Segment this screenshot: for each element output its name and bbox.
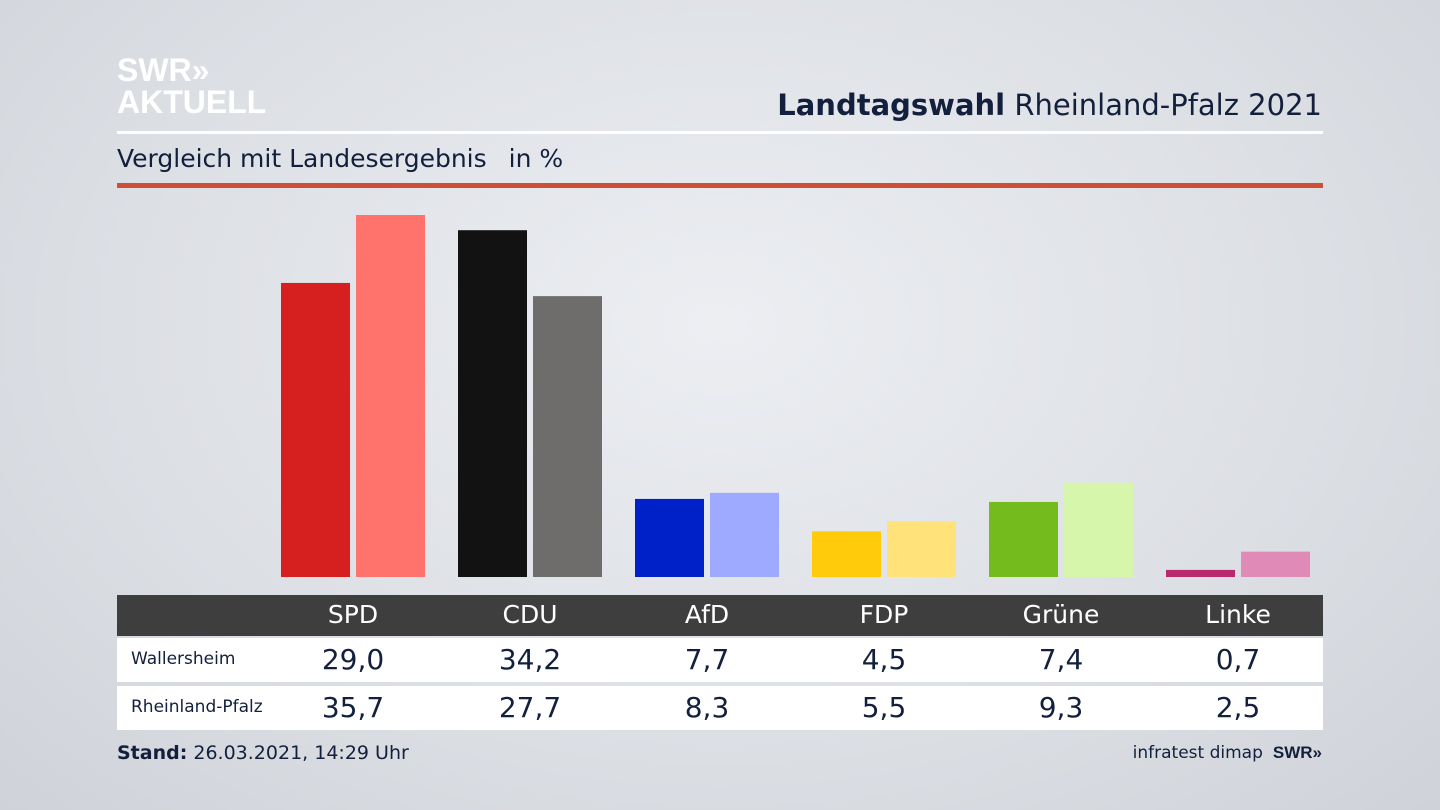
bar-afd-wallersheim	[635, 498, 704, 577]
bar-fdp-rlp	[887, 521, 956, 577]
column-header: Grüne	[1022, 600, 1100, 629]
chart-title: Landtagswahl Rheinland-Pfalz 2021	[777, 88, 1322, 122]
value-cell: 27,7	[498, 691, 562, 724]
bar-gruene-wallersheim	[989, 501, 1058, 577]
bar-spd-wallersheim	[281, 282, 350, 577]
value-cell: 9,3	[1038, 691, 1084, 724]
logo-line1: SWR»	[117, 52, 210, 88]
divider	[117, 131, 1323, 134]
subtitle-text: Vergleich mit Landesergebnis	[117, 144, 487, 173]
bar-afd-rlp	[710, 492, 779, 577]
value-cell: 8,3	[684, 691, 730, 724]
value-cell: 7,4	[1038, 643, 1084, 676]
unit-label: in %	[508, 144, 564, 173]
value-cell: 0,7	[1215, 643, 1261, 676]
bar-fdp-wallersheim	[812, 531, 881, 577]
table-header: SPD CDU AfD FDP Grüne Linke	[117, 595, 1323, 636]
subtitle: Vergleich mit Landesergebnis in %	[117, 144, 563, 173]
bar-linke-wallersheim	[1166, 569, 1235, 577]
bar-cdu-wallersheim	[458, 230, 527, 577]
swr-aktuell-logo: SWR» AKTUELL	[117, 54, 266, 118]
bar-spd-rlp	[356, 215, 425, 577]
accent-divider	[117, 183, 1323, 188]
column-header: CDU	[502, 600, 558, 629]
source: infratest dimap SWR»	[1133, 743, 1322, 763]
row-label: Rheinland-Pfalz	[131, 697, 263, 717]
value-cell: 35,7	[321, 691, 385, 724]
table-row: Rheinland-Pfalz 35,7 27,7 8,3 5,5 9,3 2,5	[117, 686, 1323, 730]
value-cell: 5,5	[861, 691, 907, 724]
title-bold: Landtagswahl	[777, 88, 1006, 122]
value-cell: 7,7	[684, 643, 730, 676]
title-rest: Rheinland-Pfalz 2021	[1014, 88, 1322, 122]
value-cell: 4,5	[861, 643, 907, 676]
bar-cdu-rlp	[533, 296, 602, 577]
value-cell: 34,2	[498, 643, 562, 676]
table-row: Wallersheim 29,0 34,2 7,7 4,5 7,4 0,7	[117, 638, 1323, 682]
row-label: Wallersheim	[131, 649, 236, 669]
stand-value: 26.03.2021, 14:29 Uhr	[193, 742, 409, 764]
value-cell: 2,5	[1215, 691, 1261, 724]
column-header: AfD	[684, 600, 730, 629]
source-text: infratest dimap	[1132, 743, 1263, 763]
column-header: Linke	[1205, 600, 1271, 629]
stand-label: Stand:	[117, 742, 188, 764]
value-cell: 29,0	[321, 643, 385, 676]
column-header: SPD	[327, 600, 379, 629]
timestamp: Stand: 26.03.2021, 14:29 Uhr	[117, 742, 409, 764]
column-header: FDP	[859, 600, 909, 629]
swr-logo: SWR»	[1272, 743, 1322, 762]
bar-linke-rlp	[1241, 551, 1310, 577]
logo-line2: AKTUELL	[117, 84, 267, 120]
bar-gruene-rlp	[1064, 482, 1133, 577]
